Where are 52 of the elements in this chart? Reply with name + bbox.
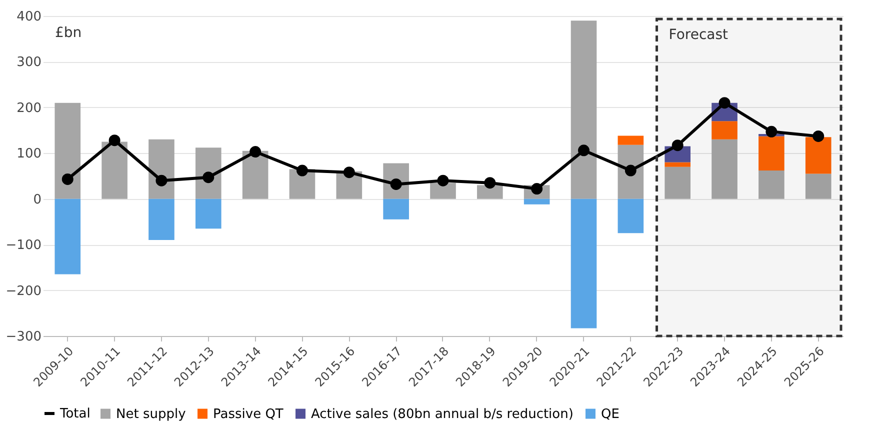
point (624, 164, 636, 176)
point (202, 172, 214, 184)
point (812, 130, 824, 142)
point (296, 164, 308, 176)
bar (758, 170, 784, 199)
bar (477, 185, 503, 199)
bar (570, 20, 597, 199)
bar (664, 162, 691, 167)
point (578, 144, 590, 156)
legend-label: Passive QT (213, 406, 284, 422)
legend-label: Active sales (80bn annual b/s reduction) (311, 406, 574, 422)
y-tick-label: 0 (33, 192, 42, 208)
point (766, 126, 778, 138)
y-tick-label: −300 (6, 330, 42, 344)
bar (102, 142, 128, 199)
point (156, 174, 168, 186)
bar (524, 198, 550, 204)
bar (383, 198, 409, 220)
bar (805, 174, 832, 199)
bar (54, 102, 81, 199)
y-tick-label: −100 (6, 238, 42, 254)
bar (195, 198, 222, 229)
legend-label: QE (601, 406, 620, 422)
y-axis-title: £bn (55, 25, 82, 41)
bar (570, 198, 597, 328)
point (718, 97, 730, 109)
point (484, 177, 496, 189)
y-tick-label: −200 (6, 284, 42, 299)
bar (712, 139, 738, 199)
point (108, 134, 120, 146)
bar (54, 198, 81, 274)
y-tick-label: 100 (16, 146, 42, 162)
y-tick-label: 400 (16, 10, 42, 24)
bar (618, 136, 644, 145)
legend-label: Net supply (116, 406, 186, 422)
point (343, 166, 355, 178)
point (437, 174, 449, 186)
legend-label: Total (59, 406, 90, 422)
y-tick-label: 200 (16, 100, 42, 116)
y-tick-label: 300 (16, 55, 42, 70)
bar (618, 198, 644, 234)
bar (430, 182, 456, 199)
bar (758, 136, 784, 171)
bar (805, 137, 832, 174)
point (250, 146, 262, 158)
bar (712, 121, 738, 140)
band-label: Forecast (668, 27, 729, 43)
bar (148, 198, 174, 240)
bar (242, 150, 268, 199)
point (672, 140, 684, 152)
point (62, 173, 74, 185)
bar (664, 166, 691, 199)
